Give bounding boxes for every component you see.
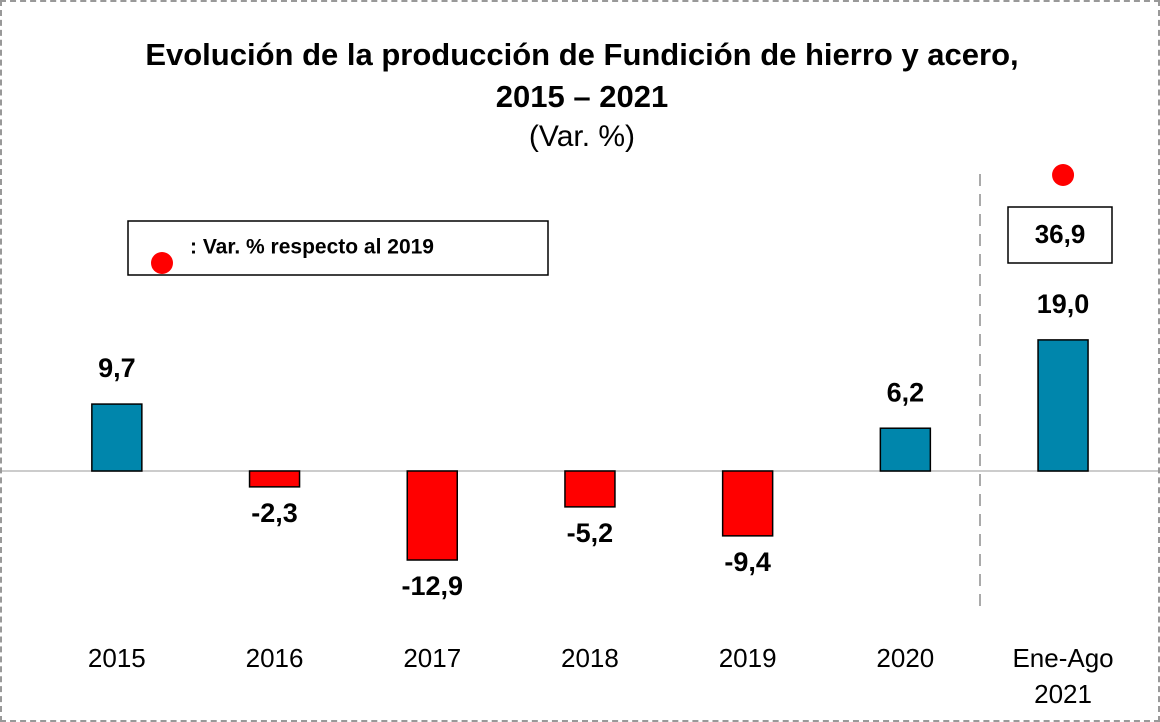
legend-marker xyxy=(151,252,173,274)
value-label: 19,0 xyxy=(1037,289,1090,319)
chart-title: Evolución de la producción de Fundición … xyxy=(145,37,1019,114)
bar xyxy=(879,427,932,472)
x-tick-label: 2020 xyxy=(876,643,935,673)
bar xyxy=(406,470,458,561)
x-tick-label: 2017 xyxy=(403,643,462,673)
bar xyxy=(721,470,774,537)
value-label: -5,2 xyxy=(567,518,614,548)
legend-label: : Var. % respecto al 2019 xyxy=(190,236,434,259)
x-tick-label: 2018 xyxy=(561,643,619,673)
value-label: -12,9 xyxy=(401,571,463,601)
value-label: 6,2 xyxy=(887,377,925,407)
x-tick-label: 2015 xyxy=(87,643,146,673)
chart-subtitle: (Var. %) xyxy=(528,120,636,153)
value-label: 9,7 xyxy=(98,353,136,383)
x-tick-label: 2019 xyxy=(718,643,777,673)
x-tick-label: Ene-Ago 2021 xyxy=(1012,643,1114,709)
annotation-label: 36,9 xyxy=(1035,219,1086,249)
value-label: -2,3 xyxy=(251,498,298,528)
bar xyxy=(91,403,143,472)
annotation-box xyxy=(1007,206,1113,264)
legend-box xyxy=(127,220,549,276)
bar xyxy=(1037,339,1089,472)
bar xyxy=(248,470,301,488)
x-tick-label: 2016 xyxy=(245,643,304,673)
annotation-marker xyxy=(1052,164,1075,186)
bar xyxy=(564,470,616,508)
value-label: -9,4 xyxy=(724,547,771,577)
